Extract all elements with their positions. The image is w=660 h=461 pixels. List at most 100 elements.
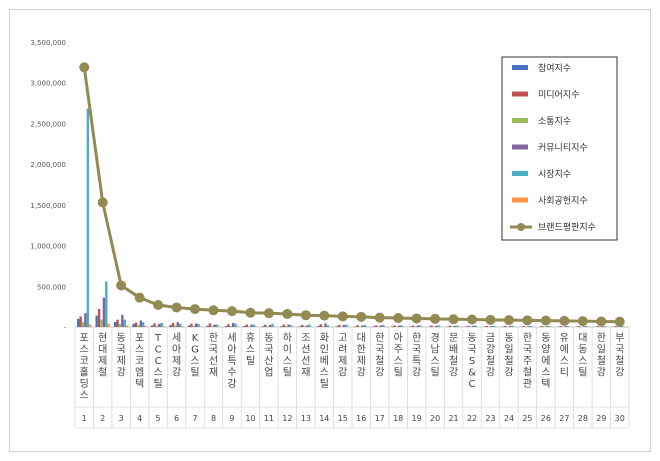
bar-미디어지수-6: [190, 323, 193, 327]
legend-entry-소통지수: 소통지수: [538, 116, 571, 127]
bar-커뮤니티지수-14: [342, 324, 346, 327]
y-tick-label: 1,500,000: [30, 202, 66, 210]
legend-swatch-소통지수: [512, 118, 528, 123]
bar-사회공헌지수-1: [107, 323, 110, 327]
rank-label: 19: [412, 414, 422, 423]
bar-커뮤니티지수-1: [102, 297, 106, 327]
point-브랜드평판지수-13: [319, 310, 330, 321]
bar-참여지수-12: [298, 326, 302, 327]
rank-label: 7: [192, 414, 197, 423]
bar-커뮤니티지수-0: [84, 313, 87, 327]
bar-시장지수-13: [326, 325, 330, 327]
bar-시장지수-0: [86, 108, 90, 328]
point-브랜드평판지수-14: [337, 311, 348, 322]
bar-미디어지수-5: [171, 322, 175, 327]
bar-사회공헌지수-7: [218, 326, 221, 327]
bar-미디어지수-21: [467, 325, 470, 327]
bar-미디어지수-2: [116, 319, 119, 327]
bar-미디어지수-20: [448, 325, 452, 327]
y-tick-label: 3,000,000: [30, 80, 66, 88]
rank-label: 14: [319, 414, 329, 423]
bar-미디어지수-7: [208, 323, 212, 327]
bar-시장지수-8: [234, 323, 237, 327]
legend-entry-브랜드평판지수: 브랜드평판지수: [538, 222, 596, 233]
bar-참여지수-0: [77, 318, 80, 327]
rank-label: 27: [559, 414, 569, 423]
rank-label: 25: [522, 414, 532, 423]
bar-커뮤니티지수-20: [453, 325, 456, 327]
rank-label: 11: [264, 414, 274, 423]
bar-미디어지수-12: [301, 324, 304, 327]
bar-시장지수-23: [511, 325, 514, 327]
bar-커뮤니티지수-23: [508, 326, 512, 327]
bar-시장지수-12: [308, 324, 311, 327]
bar-참여지수-6: [187, 325, 191, 327]
rank-label: 13: [301, 414, 311, 423]
y-tick-label: 2,000,000: [30, 161, 66, 169]
point-브랜드평판지수-17: [393, 313, 404, 324]
bar-소통지수-9: [248, 326, 251, 327]
legend-entry-참여지수: 참여지수: [538, 62, 571, 74]
bar-시장지수-29: [622, 326, 625, 327]
bar-커뮤니티지수-17: [398, 325, 401, 327]
bar-소통지수-1: [100, 319, 103, 327]
rank-label: 22: [467, 414, 477, 423]
bar-커뮤니티지수-2: [121, 314, 124, 327]
bar-시장지수-25: [548, 326, 551, 327]
point-브랜드평판지수-26: [559, 315, 570, 326]
bar-커뮤니티지수-9: [250, 324, 253, 327]
point-브랜드평판지수-20: [448, 314, 459, 325]
bar-시장지수-11: [289, 324, 293, 327]
point-브랜드평판지수-6: [190, 304, 201, 315]
bar-참여지수-15: [354, 326, 357, 327]
bar-커뮤니티지수-27: [582, 326, 586, 327]
bar-커뮤니티지수-25: [545, 326, 549, 327]
rank-label: 18: [393, 414, 403, 423]
y-tick-label: 3,500,000: [30, 39, 66, 47]
rank-label: 1: [82, 414, 87, 423]
bar-소통지수-7: [211, 325, 214, 327]
bar-커뮤니티지수-22: [490, 326, 493, 327]
bar-미디어지수-24: [522, 326, 526, 327]
bar-소통지수-14: [340, 326, 343, 327]
bar-시장지수-20: [455, 325, 459, 327]
y-tick-label: 500,000: [37, 283, 66, 291]
bar-커뮤니티지수-21: [472, 325, 475, 327]
bar-사회공헌지수-2: [125, 325, 129, 327]
bar-참여지수-5: [169, 324, 172, 327]
point-브랜드평판지수-16: [374, 312, 385, 323]
point-브랜드평판지수-4: [153, 300, 164, 311]
rank-label: 3: [119, 414, 124, 423]
rank-label: 6: [174, 414, 179, 423]
bar-사회공헌지수-0: [89, 324, 92, 327]
bar-미디어지수-29: [614, 326, 618, 327]
bar-시장지수-17: [400, 325, 403, 327]
bar-소통지수-12: [303, 326, 306, 327]
legend-swatch-사회공헌지수: [512, 197, 528, 203]
legend-swatch-참여지수: [512, 65, 528, 70]
bar-미디어지수-4: [153, 323, 156, 327]
bar-커뮤니티지수-29: [619, 326, 623, 327]
rank-label: 5: [156, 414, 161, 423]
bar-커뮤니티지수-3: [139, 320, 143, 327]
rank-label: 9: [229, 414, 234, 423]
bar-미디어지수-17: [393, 325, 396, 327]
bar-참여지수-8: [224, 326, 228, 327]
bar-소통지수-2: [118, 323, 122, 327]
bar-사회공헌지수-6: [199, 326, 203, 327]
bar-시장지수-22: [492, 325, 496, 327]
bar-소통지수-3: [137, 324, 140, 327]
bar-커뮤니티지수-10: [268, 324, 272, 327]
point-브랜드평판지수-24: [522, 315, 533, 326]
